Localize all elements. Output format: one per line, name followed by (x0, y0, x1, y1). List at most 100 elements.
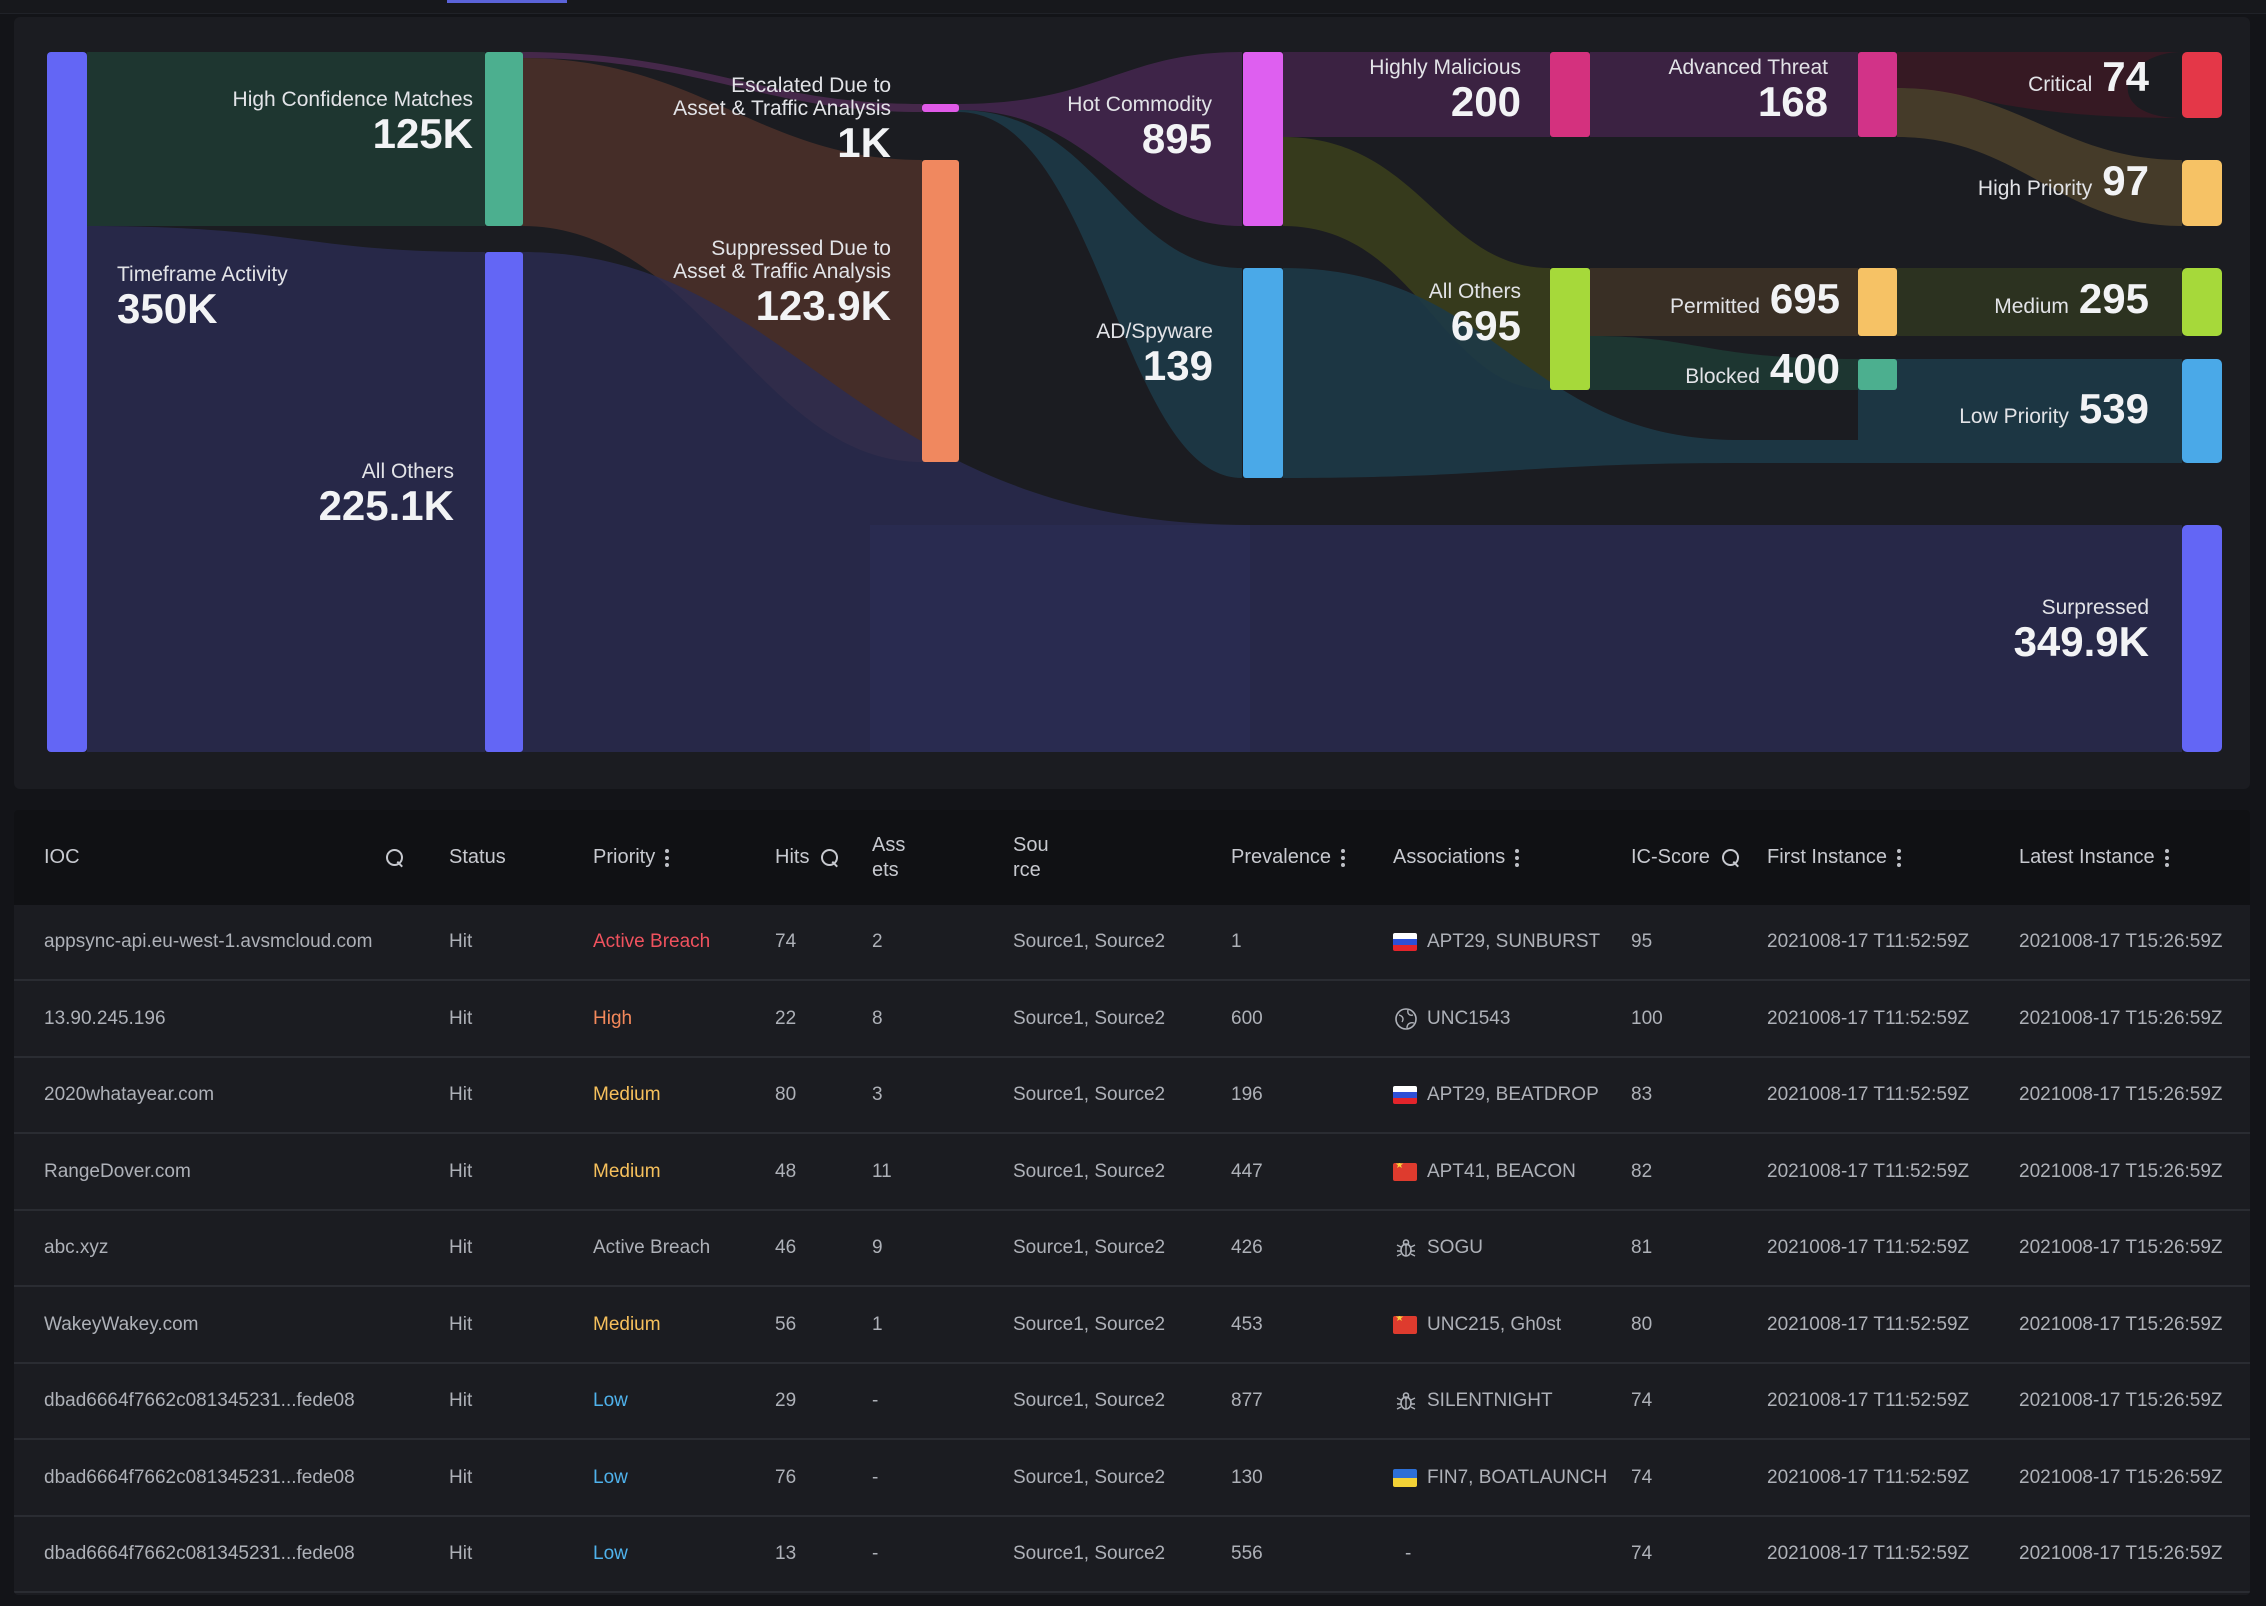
table-row[interactable]: 13.90.245.196 Hit High 22 8 Source1, Source2 6… (14, 982, 2250, 1058)
cell-associations: APT29, BEATDROP (1393, 1058, 1599, 1132)
table-row[interactable]: dbad6664f7662c081345231...fede08 Hit Low 76… (14, 1441, 2250, 1517)
node-advanced-threat (1858, 52, 1897, 137)
col-header-assets[interactable]: Ass ets (872, 833, 906, 881)
ioc-search-icon[interactable] (386, 848, 404, 867)
cell-first-instance: 2021008-17 T11:52:59Z (1767, 1466, 1970, 1488)
cell-ic-score: 74 (1631, 1466, 1653, 1488)
flow-high-confidence-to-escalated (522, 52, 922, 112)
node-label-all-others-2: All Others 695 (1428, 280, 1521, 350)
flow-all-others-2-to-blocked (1590, 336, 1858, 390)
cell-first-instance: 2021008-17 T11:52:59Z (1767, 1313, 1970, 1335)
cell-ic-score: 100 (1631, 1007, 1663, 1029)
cell-ioc[interactable]: appsync-api.eu-west-1.avsmcloud.com (44, 931, 373, 952)
ic-score-search-icon[interactable] (1721, 848, 1740, 867)
table-row[interactable]: dbad6664f7662c081345231...fede08 Hit Low 29… (14, 1364, 2250, 1440)
cell-first-instance: 2021008-17 T11:52:59Z (1767, 1084, 1970, 1105)
table-row[interactable]: RangeDover.com Hit Medium 48 11 Source1, Sour… (14, 1135, 2250, 1211)
cell-latest-instance: 2021008-17 T15:26:59Z (2019, 1007, 2223, 1029)
cell-ic-score: 82 (1631, 1160, 1653, 1182)
table-row[interactable]: appsync-api.eu-west-1.avsmcloud.com Hit Ac… (14, 905, 2250, 981)
cell-priority: High (593, 1007, 633, 1029)
col-header-first-instance[interactable]: First Instance (1767, 810, 1902, 905)
table-row[interactable]: 2020whatayear.com Hit Medium 80 3 Source1, So… (14, 1058, 2250, 1134)
cell-ioc[interactable]: 2020whatayear.com (44, 1084, 215, 1105)
latest-instance-menu-icon[interactable] (2164, 848, 2169, 867)
flow-permitted-to-medium (1897, 268, 2182, 336)
flow-escalated-to-hot-commodity (958, 52, 1242, 226)
col-header-prevalence[interactable]: Prevalence (1231, 810, 1346, 905)
cell-hits: 29 (775, 1390, 797, 1411)
col-header-ic-score[interactable]: IC-Score (1631, 810, 1740, 905)
cell-ic-score: 80 (1631, 1313, 1653, 1335)
cell-source: Source1, Source2 (1013, 1237, 1166, 1258)
association-text: UNC1543 (1427, 1007, 1511, 1029)
cell-priority: Low (593, 1543, 628, 1564)
association-text: UNC215, Gh0st (1427, 1313, 1562, 1335)
association-text: SILENTNIGHT (1427, 1390, 1553, 1411)
cell-prevalence: 130 (1231, 1466, 1263, 1488)
cell-status: Hit (449, 1390, 473, 1411)
col-header-ioc[interactable]: IOC (44, 810, 404, 905)
cell-ioc[interactable]: RangeDover.com (44, 1160, 191, 1182)
node-label-low-priority: Low Priority 539 (1959, 385, 2149, 432)
priority-menu-icon[interactable] (665, 848, 670, 867)
first-instance-menu-icon[interactable] (1897, 848, 1902, 867)
associations-menu-icon[interactable] (1515, 848, 1520, 867)
cell-hits: 76 (775, 1466, 797, 1488)
flow-high-confidence-to-suppressed-due (522, 58, 922, 462)
cell-ioc[interactable]: dbad6664f7662c081345231...fede08 (44, 1390, 355, 1411)
col-header-associations[interactable]: Associations (1393, 810, 1520, 905)
node-hot-commodity (1243, 52, 1283, 226)
table-row[interactable]: dbad6664f7662c081345231...fede08 Hit Low 13… (14, 1517, 2250, 1593)
node-ad-spyware (1243, 268, 1283, 478)
flag-cn-icon (1393, 1162, 1417, 1181)
table-row[interactable]: WakeyWakey.com Hit Medium 56 1 Source1, Sourc… (14, 1288, 2250, 1364)
cell-prevalence: 556 (1231, 1543, 1263, 1564)
cell-assets: - (872, 1390, 879, 1411)
cell-assets: 3 (872, 1084, 883, 1105)
col-header-latest-instance[interactable]: Latest Instance (2019, 810, 2169, 905)
cell-first-instance: 2021008-17 T11:52:59Z (1767, 1237, 1970, 1258)
cell-status: Hit (449, 1543, 473, 1564)
table-row[interactable]: abc.xyz Hit Active Breach 46 9 Source1, Sourc… (14, 1211, 2250, 1287)
cell-ioc[interactable]: dbad6664f7662c081345231...fede08 (44, 1543, 355, 1564)
prevalence-menu-icon[interactable] (1341, 848, 1346, 867)
cell-prevalence: 1 (1231, 931, 1242, 952)
node-high-confidence (485, 52, 523, 226)
cell-associations: UNC215, Gh0st (1393, 1288, 1561, 1362)
cell-assets: - (872, 1466, 879, 1488)
top-strip (0, 0, 2266, 14)
cell-status: Hit (449, 1160, 473, 1182)
cell-ioc[interactable]: WakeyWakey.com (44, 1313, 199, 1335)
cell-status: Hit (449, 931, 473, 952)
cell-first-instance: 2021008-17 T11:52:59Z (1767, 1007, 1970, 1029)
cell-prevalence: 453 (1231, 1313, 1263, 1335)
flow-blocked-to-low-priority (1858, 359, 2182, 440)
cell-priority: Active Breach (593, 931, 711, 952)
association-text: SOGU (1427, 1237, 1483, 1258)
cell-assets: 9 (872, 1237, 883, 1258)
node-label-all-others-1: All Others 225.1K (318, 460, 454, 530)
col-header-status[interactable]: Status (449, 846, 506, 868)
cell-ic-score: 74 (1631, 1390, 1653, 1411)
hits-search-icon[interactable] (821, 848, 839, 867)
cell-ioc[interactable]: 13.90.245.196 (44, 1007, 166, 1029)
col-header-source[interactable]: Sou rce (1013, 833, 1049, 881)
cell-assets: 2 (872, 931, 883, 952)
cell-first-instance: 2021008-17 T11:52:59Z (1767, 1543, 1970, 1564)
node-label-blocked: Blocked 400 (1685, 345, 1840, 392)
node-escalated (922, 104, 959, 112)
col-header-hits[interactable]: Hits (775, 810, 839, 905)
sankey-diagram (47, 52, 2222, 752)
cell-prevalence: 600 (1231, 1007, 1263, 1029)
cell-ioc[interactable]: dbad6664f7662c081345231...fede08 (44, 1466, 355, 1488)
flow-hot-commodity-to-all-others-2 (1283, 137, 1550, 390)
flow-advanced-threat-to-high-priority (1897, 88, 2182, 226)
cell-prevalence: 447 (1231, 1160, 1263, 1182)
cell-source: Source1, Source2 (1013, 1007, 1166, 1029)
cell-ioc[interactable]: abc.xyz (44, 1237, 109, 1258)
cell-source: Source1, Source2 (1013, 1084, 1166, 1105)
node-label-advanced-threat: Advanced Threat 168 (1668, 56, 1828, 126)
col-header-priority[interactable]: Priority (593, 810, 670, 905)
cell-priority: Low (593, 1390, 628, 1411)
